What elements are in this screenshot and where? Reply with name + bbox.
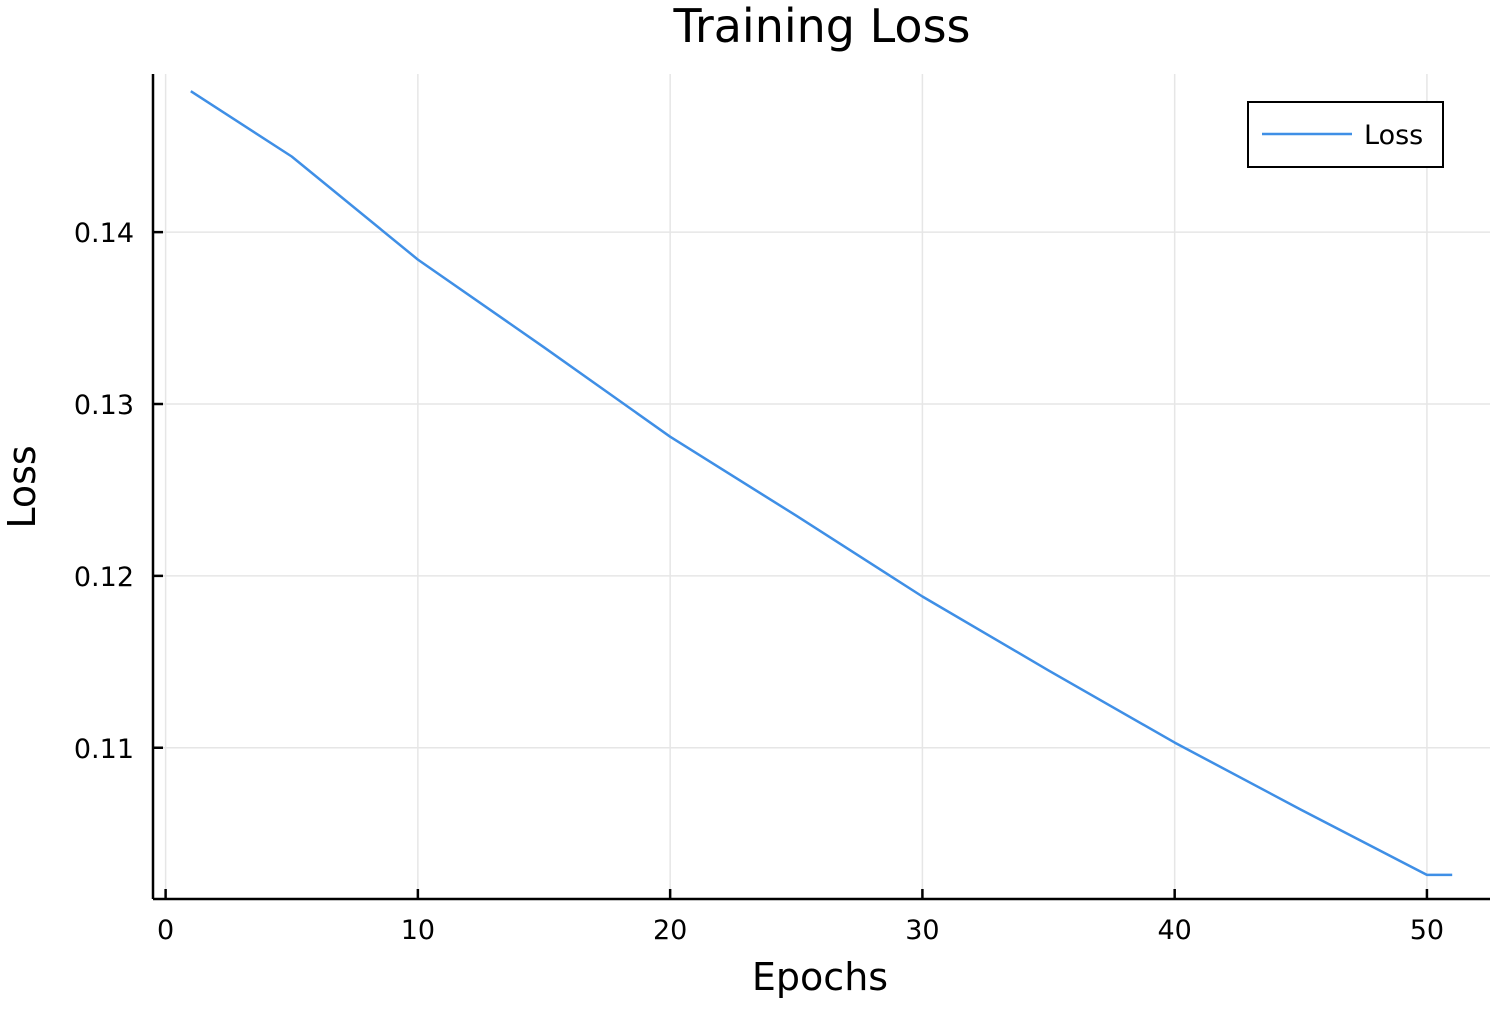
x-tick-label: 0 <box>157 915 174 946</box>
x-axis-label: Epochs <box>752 955 888 999</box>
x-tick-label: 10 <box>401 915 435 946</box>
legend-label-loss: Loss <box>1364 120 1423 151</box>
x-tick-label: 40 <box>1157 915 1191 946</box>
y-axis-label: Loss <box>0 445 44 528</box>
series-line-loss <box>190 90 1453 877</box>
x-tick-label: 30 <box>905 915 939 946</box>
y-tick-label: 0.11 <box>74 734 134 765</box>
series-layer <box>190 90 1453 877</box>
x-tick-label: 20 <box>653 915 687 946</box>
x-tick-label: 50 <box>1410 915 1444 946</box>
ticks: 0 10 20 30 40 50 0.11 0.12 0.13 0.14 <box>74 218 1444 946</box>
y-tick-label: 0.14 <box>74 218 134 249</box>
chart-title: Training Loss <box>672 0 970 53</box>
legend: Loss <box>1247 101 1444 168</box>
y-tick-label: 0.12 <box>74 562 134 593</box>
y-tick-label: 0.13 <box>74 390 134 421</box>
grid <box>153 74 1490 899</box>
